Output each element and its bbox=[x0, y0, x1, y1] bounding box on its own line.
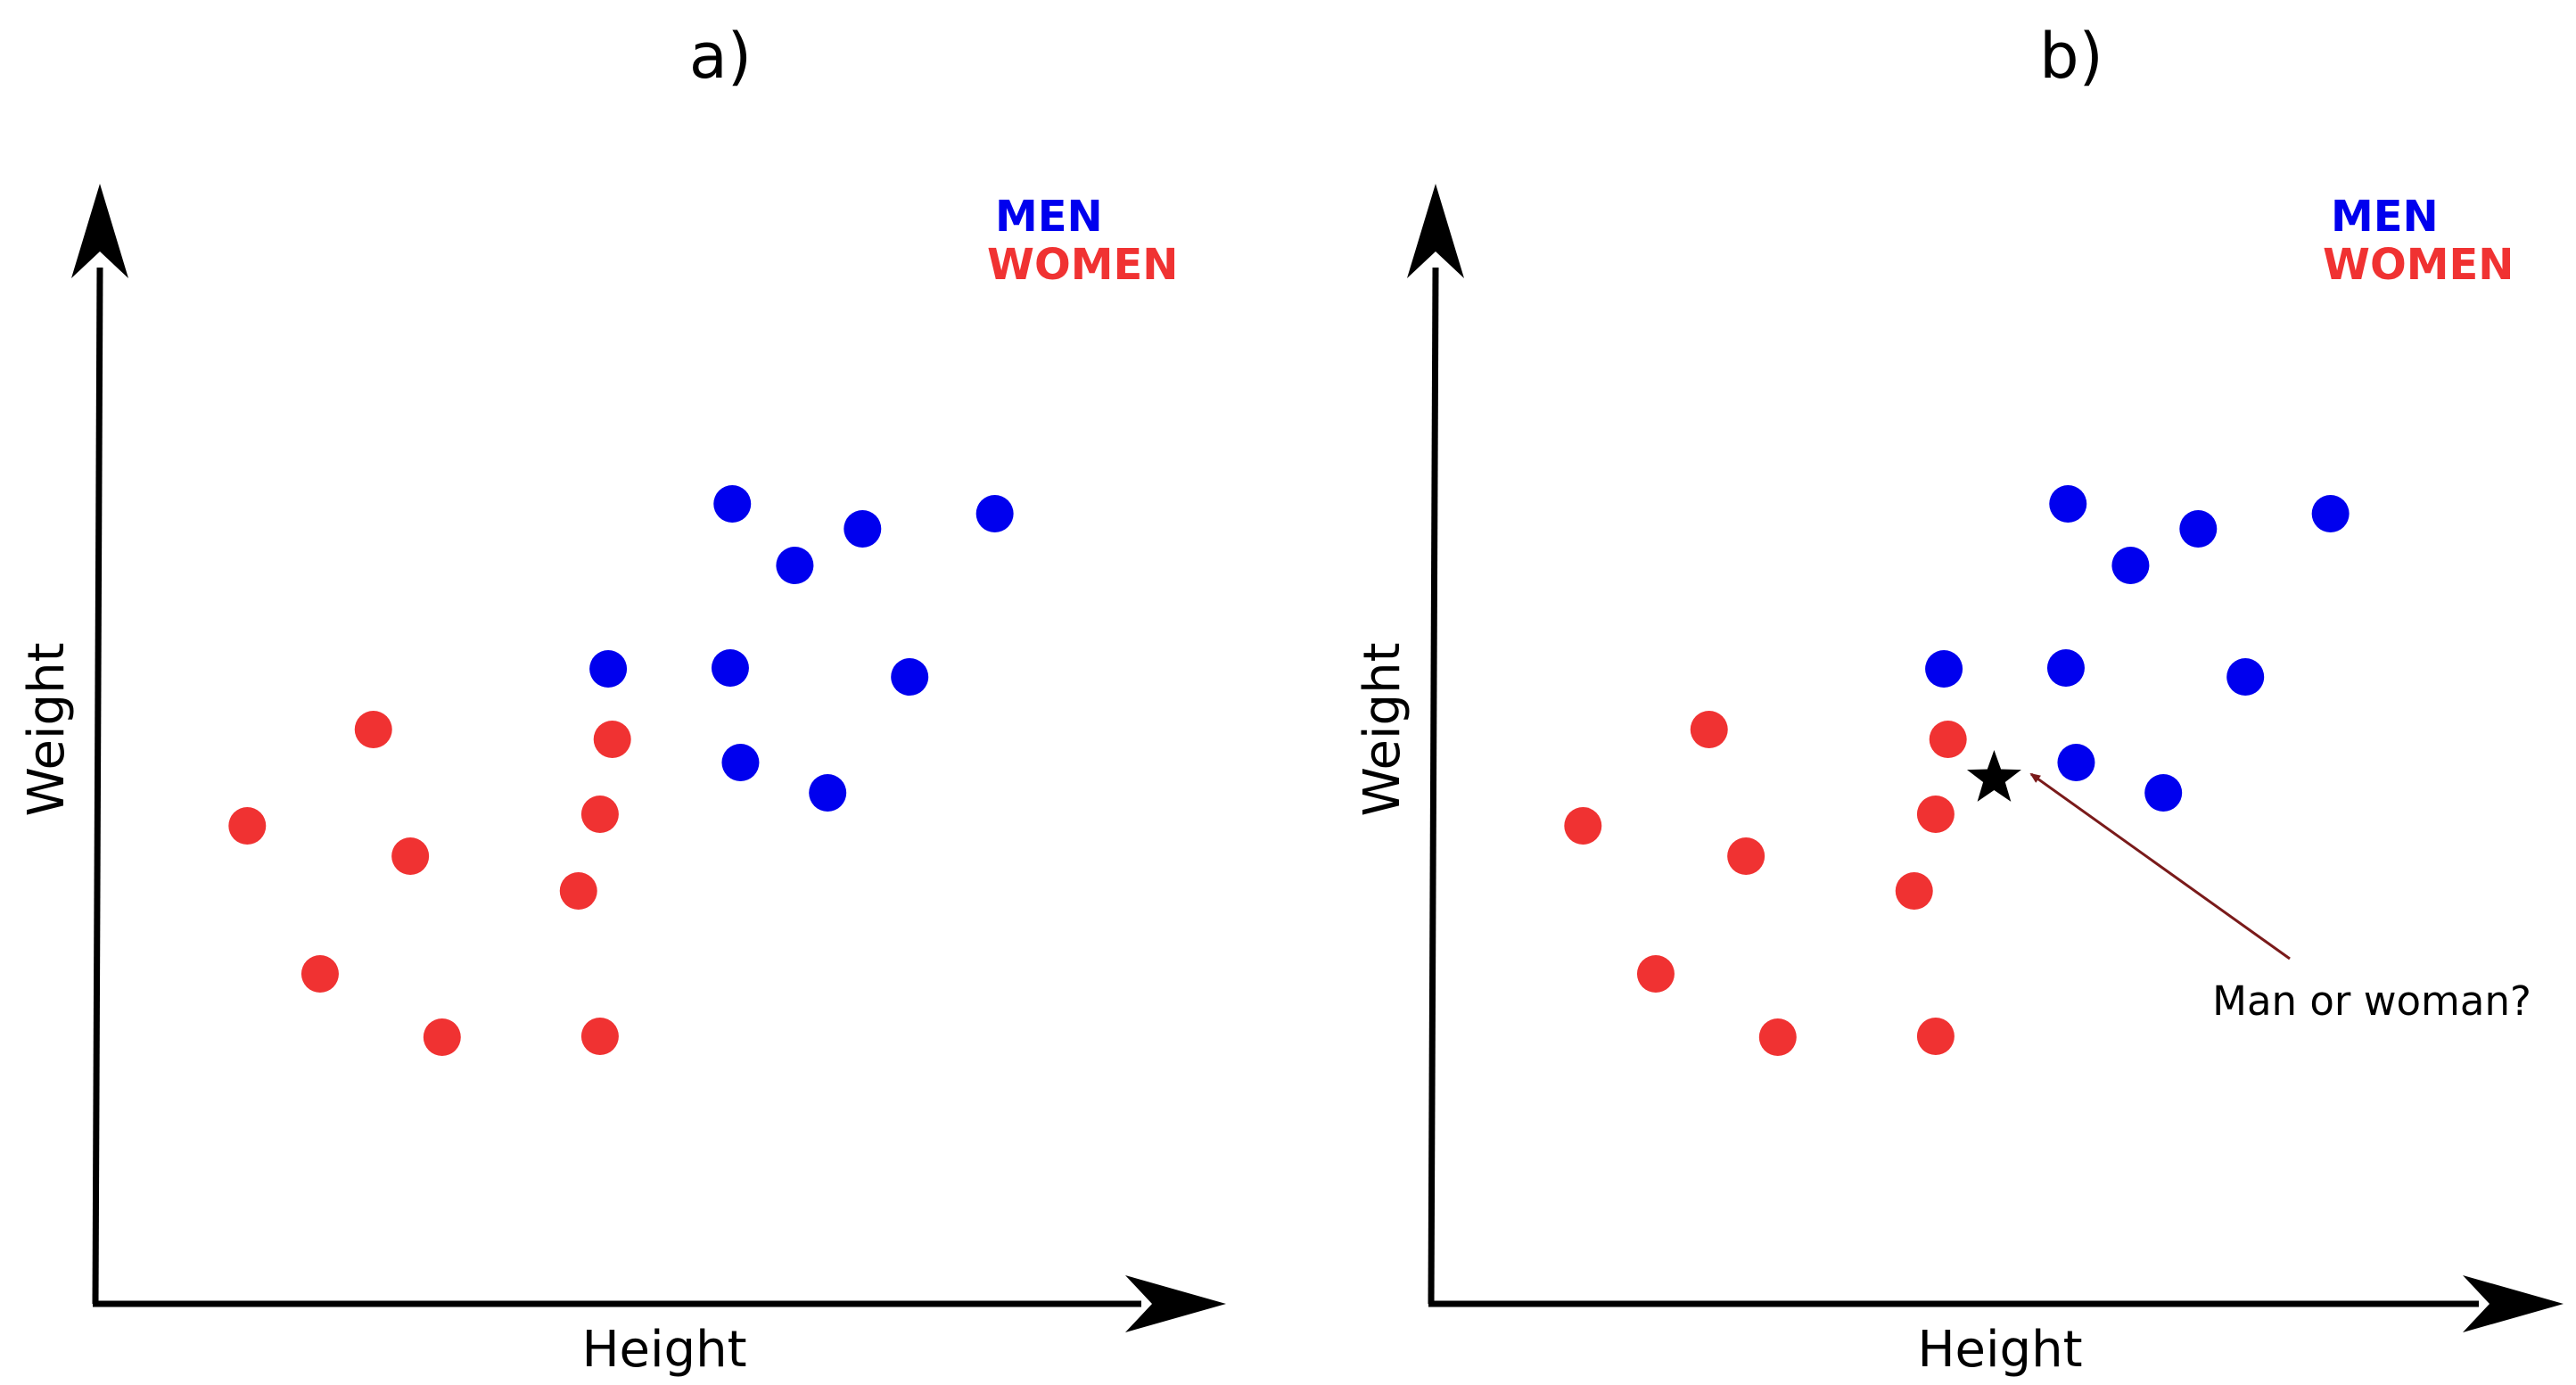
panel-a-y-axis-arrowhead bbox=[71, 184, 128, 278]
point-women-9 bbox=[580, 1018, 619, 1055]
point-women-8 bbox=[1758, 1018, 1797, 1056]
query-star-icon bbox=[1967, 750, 2021, 802]
point-women-6 bbox=[559, 872, 597, 910]
panel-a-y-label: Weight bbox=[18, 642, 76, 816]
point-women-4 bbox=[580, 796, 619, 833]
point-men-4 bbox=[975, 495, 1014, 532]
point-women-4 bbox=[1916, 796, 1955, 833]
point-women-1 bbox=[354, 711, 392, 748]
point-men-8 bbox=[721, 744, 760, 781]
panel-a-title: a) bbox=[689, 20, 752, 93]
panel-a-points bbox=[228, 485, 1014, 1056]
annotation-text: Man or woman? bbox=[2212, 977, 2531, 1025]
point-men-6 bbox=[711, 649, 749, 687]
point-women-5 bbox=[1727, 837, 1765, 875]
point-women-2 bbox=[593, 721, 631, 758]
point-men-1 bbox=[2049, 485, 2087, 523]
point-women-1 bbox=[1690, 711, 1728, 748]
panel-b: b) Height Weight MEN WOMEN Man or woman? bbox=[1354, 20, 2564, 1379]
panel-b-legend-men: MEN bbox=[2331, 192, 2439, 242]
point-women-6 bbox=[1895, 872, 1933, 910]
point-men-5 bbox=[1925, 650, 1963, 688]
point-men-3 bbox=[776, 547, 814, 584]
panel-b-title: b) bbox=[2039, 20, 2103, 93]
panel-b-points bbox=[1564, 485, 2350, 1056]
point-women-7 bbox=[1636, 955, 1675, 993]
panel-a-x-axis-arrowhead bbox=[1125, 1275, 1226, 1332]
panel-a: a) Height Weight MEN WOMEN bbox=[18, 20, 1226, 1379]
panel-b-legend-women: WOMEN bbox=[2323, 240, 2514, 290]
point-men-2 bbox=[2179, 510, 2218, 548]
point-women-2 bbox=[1929, 721, 1967, 758]
point-men-1 bbox=[713, 485, 752, 523]
panel-a-x-label: Height bbox=[581, 1321, 746, 1379]
point-men-4 bbox=[2311, 495, 2350, 532]
panel-b-y-label: Weight bbox=[1354, 642, 1411, 816]
panel-a-legend-men: MEN bbox=[995, 192, 1103, 242]
panel-b-y-axis-arrowhead bbox=[1407, 184, 1464, 278]
point-men-8 bbox=[2057, 744, 2095, 781]
point-men-6 bbox=[2046, 649, 2085, 687]
panel-b-x-axis-arrowhead bbox=[2463, 1275, 2564, 1332]
point-men-9 bbox=[809, 774, 847, 812]
panel-a-y-axis bbox=[92, 267, 103, 1305]
panel-b-x-label: Height bbox=[1917, 1321, 2082, 1379]
point-women-5 bbox=[391, 837, 430, 875]
point-men-7 bbox=[2226, 658, 2265, 696]
panel-b-y-axis bbox=[1428, 267, 1439, 1305]
point-women-9 bbox=[1916, 1018, 1955, 1055]
panel-a-legend-women: WOMEN bbox=[987, 240, 1178, 290]
point-men-3 bbox=[2111, 547, 2150, 584]
point-women-8 bbox=[423, 1018, 461, 1056]
point-women-3 bbox=[1564, 807, 1602, 845]
annotation-arrow bbox=[2029, 772, 2291, 960]
point-women-7 bbox=[300, 955, 339, 993]
point-men-7 bbox=[891, 658, 929, 696]
point-men-5 bbox=[589, 650, 628, 688]
point-men-9 bbox=[2144, 774, 2183, 812]
point-women-3 bbox=[228, 807, 267, 845]
point-men-2 bbox=[844, 510, 882, 548]
